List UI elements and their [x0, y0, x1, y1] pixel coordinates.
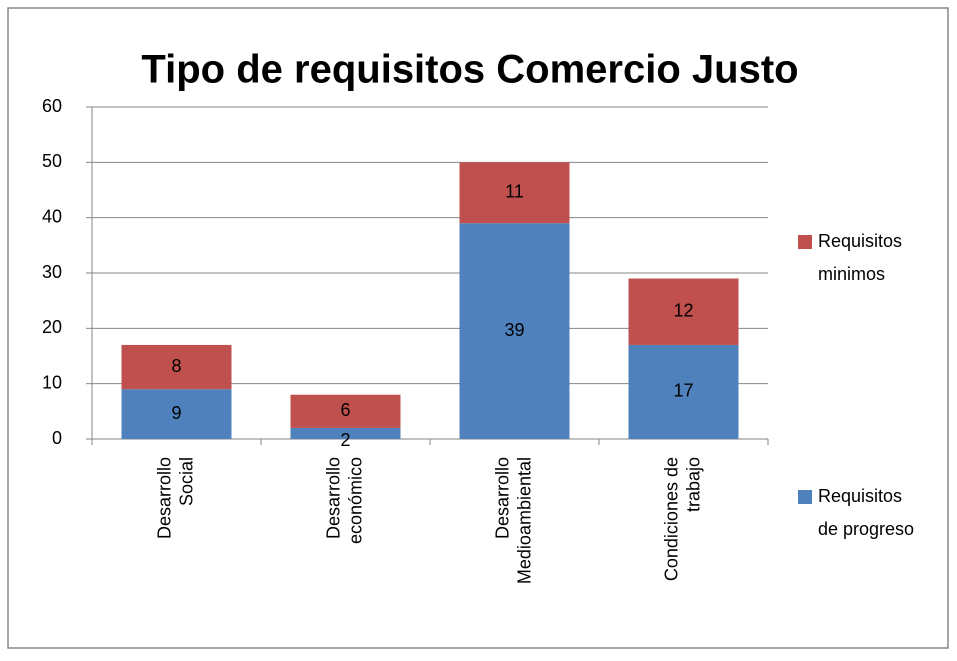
y-tick-label: 40	[42, 206, 62, 226]
legend-swatch	[798, 235, 812, 249]
bar-segment	[121, 389, 232, 439]
data-label: 2	[340, 430, 350, 450]
data-label: 6	[340, 400, 350, 420]
legend-label: Requisitos minimos	[818, 231, 902, 284]
data-label: 9	[171, 403, 181, 423]
x-tick-label: Condiciones de trabajo	[661, 457, 703, 581]
x-tick-label: Desarrollo económico	[323, 457, 365, 544]
x-tick-label: Desarrollo Social	[154, 457, 196, 539]
data-label: 8	[171, 356, 181, 376]
data-label: 12	[673, 300, 693, 320]
legend-swatch	[798, 490, 812, 504]
y-tick-label: 60	[42, 96, 62, 116]
x-tick-label: Desarrollo Medioambiental	[492, 457, 534, 584]
y-tick-label: 10	[42, 372, 62, 392]
data-label: 39	[504, 320, 524, 340]
y-tick-label: 30	[42, 262, 62, 282]
bar-segment	[628, 344, 739, 439]
y-tick-label: 0	[52, 428, 62, 448]
y-tick-label: 20	[42, 317, 62, 337]
data-label: 11	[505, 182, 524, 202]
bar-segment	[628, 278, 739, 345]
bar-segment	[459, 223, 570, 439]
y-tick-label: 50	[42, 151, 62, 171]
bar-segment	[121, 344, 232, 390]
legend-label: Requisitos de progreso	[818, 486, 914, 539]
bar-segment	[290, 394, 401, 428]
bar-segment	[290, 427, 401, 439]
data-label: 17	[673, 381, 693, 401]
bar-segment	[459, 162, 570, 224]
chart-title: Tipo de requisitos Comercio Justo	[141, 48, 798, 92]
